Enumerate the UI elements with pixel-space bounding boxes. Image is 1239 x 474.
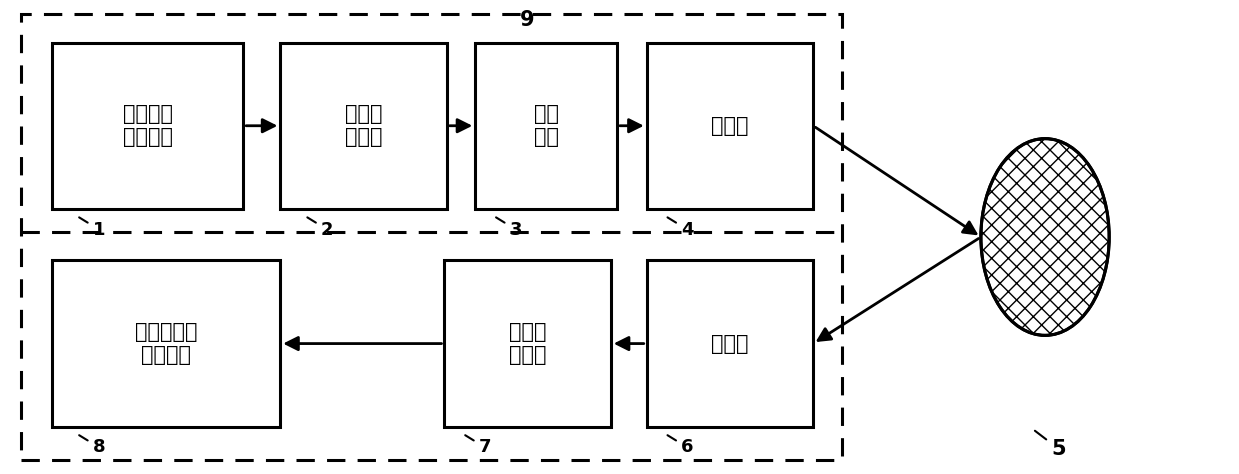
Bar bbox=[52, 260, 280, 427]
Ellipse shape bbox=[981, 138, 1109, 336]
Bar bbox=[21, 15, 841, 459]
Text: 信号调
理模块: 信号调 理模块 bbox=[509, 322, 546, 365]
Text: 3: 3 bbox=[496, 218, 522, 238]
Bar bbox=[647, 43, 813, 209]
Text: 9: 9 bbox=[519, 10, 534, 30]
Text: 6: 6 bbox=[668, 435, 694, 456]
Text: 功放
模块: 功放 模块 bbox=[534, 104, 559, 147]
Text: 数据处理与
显示模块: 数据处理与 显示模块 bbox=[135, 322, 197, 365]
Bar bbox=[476, 43, 617, 209]
Text: 4: 4 bbox=[668, 218, 694, 238]
Text: 2: 2 bbox=[307, 218, 333, 238]
Text: 测速需求
分析模块: 测速需求 分析模块 bbox=[123, 104, 172, 147]
Text: 5: 5 bbox=[1035, 431, 1066, 459]
Text: 水听器: 水听器 bbox=[711, 334, 748, 354]
Text: 1: 1 bbox=[79, 218, 105, 238]
Bar bbox=[445, 260, 611, 427]
Text: 信号产
生模块: 信号产 生模块 bbox=[344, 104, 383, 147]
Bar bbox=[280, 43, 447, 209]
Text: 换能器: 换能器 bbox=[711, 116, 748, 136]
Text: 7: 7 bbox=[465, 435, 492, 456]
Bar bbox=[647, 260, 813, 427]
Bar bbox=[52, 43, 243, 209]
Text: 8: 8 bbox=[79, 435, 105, 456]
